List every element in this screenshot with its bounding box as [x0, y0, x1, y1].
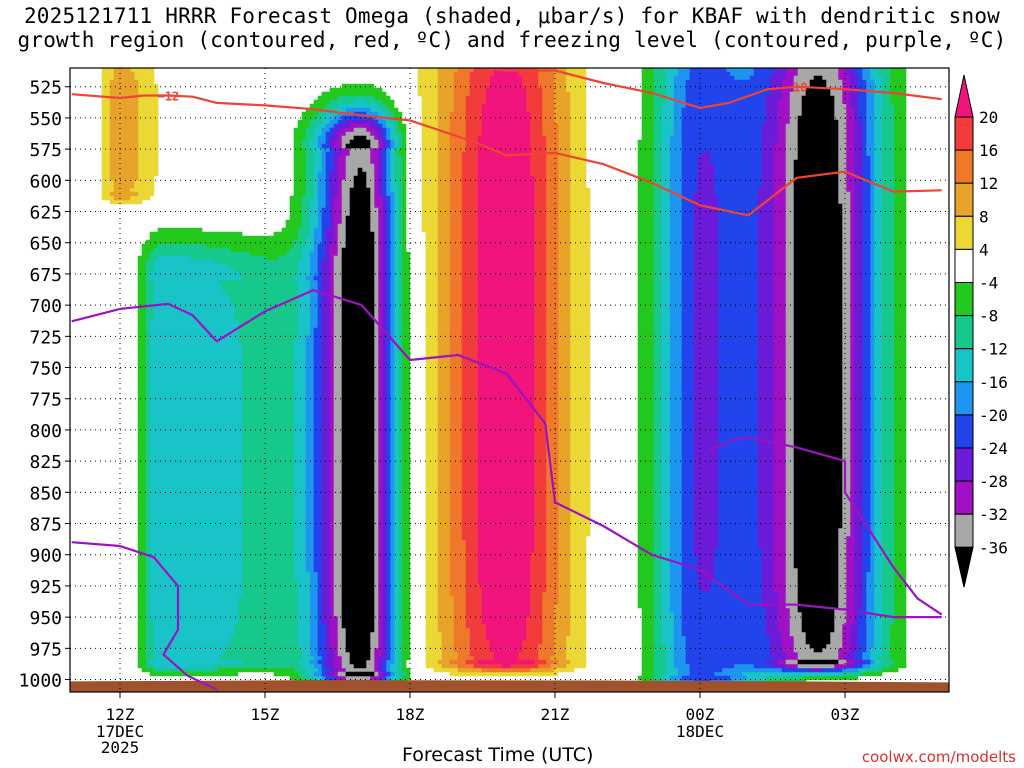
y-tick-label: 875 [29, 515, 62, 536]
colorbar-bin [954, 348, 974, 383]
x-tick-label: 12Z [106, 705, 135, 724]
y-tick-label: 750 [29, 359, 62, 380]
contour-label: −12 [157, 89, 179, 103]
colorbar-label: -4 [979, 274, 998, 293]
colorbar-label: 4 [979, 240, 989, 259]
colorbar-label: -28 [979, 472, 1008, 491]
colorbar-bin [954, 315, 974, 350]
gridlines [70, 68, 949, 692]
contour--12c-isotherm-dendritic-growth-top- [71, 93, 942, 217]
colorbar-bin [954, 248, 974, 283]
y-tick-label: 625 [29, 203, 62, 224]
colorbar-bin [954, 480, 974, 515]
credit-link[interactable]: coolwx.com/modelts [861, 748, 1016, 766]
omega-field [70, 68, 949, 692]
chart-title-line1: 2025121711 HRRR Forecast Omega (shaded, … [23, 4, 1001, 28]
y-tick-label: 725 [29, 327, 62, 348]
contour-freezing-level [71, 289, 942, 619]
omega-shade [341, 75, 843, 677]
y-tick-label: 975 [29, 639, 62, 660]
y-tick-label: 1000 [19, 671, 62, 692]
omega-shade [461, 68, 547, 669]
y-tick-label: 925 [29, 577, 62, 598]
x-tick-sublabel: 2025 [101, 738, 140, 757]
y-axis: 525 550 575 600 625 650 675 700 725 750 775 800 825 8… [19, 78, 70, 692]
colorbar-extend-bottom [954, 546, 974, 588]
chart-title-line2: growth region (contoured, red, ºC) and f… [17, 28, 1007, 52]
y-tick-label: 675 [29, 265, 62, 286]
x-axis-title: Forecast Time (UTC) [402, 744, 594, 766]
colorbar-bin [954, 182, 974, 217]
colorbar-bin [954, 116, 974, 151]
colorbar-bin [954, 282, 974, 317]
y-tick-label: 775 [29, 390, 62, 411]
colorbar-label: -16 [979, 373, 1008, 392]
colorbar-label: 8 [979, 207, 989, 226]
colorbar-bin [954, 381, 974, 416]
x-tick-label: 00Z [686, 705, 715, 724]
y-tick-label: 600 [29, 171, 62, 192]
contour-freezing-level-surface-branch- [71, 541, 218, 691]
colorbar-label: -36 [979, 538, 1008, 557]
colorbar-bin [954, 447, 974, 482]
colorbar-label: -8 [979, 307, 998, 326]
x-tick-label: 18Z [396, 705, 425, 724]
omega-shade [477, 68, 535, 669]
y-tick-label: 575 [29, 140, 62, 161]
plot-frame [69, 67, 950, 693]
y-tick-label: 850 [29, 483, 62, 504]
y-tick-label: 950 [29, 608, 62, 629]
y-tick-label: 825 [29, 452, 62, 473]
colorbar-label: -32 [979, 505, 1008, 524]
contour-label: −18 [786, 81, 808, 95]
contour-freezing-level-evening-branch- [709, 436, 943, 616]
y-tick-label: 525 [29, 78, 62, 99]
ground-surface [70, 680, 949, 692]
colorbar-bin [954, 149, 974, 184]
colorbar-bin [954, 513, 974, 548]
y-tick-label: 700 [29, 296, 62, 317]
x-tick-label: 03Z [831, 705, 860, 724]
y-tick-label: 650 [29, 234, 62, 255]
colorbar-label: -20 [979, 406, 1008, 425]
colorbar-label: -24 [979, 439, 1008, 458]
x-tick-label: 21Z [541, 705, 570, 724]
colorbar-label: 12 [979, 174, 998, 193]
colorbar-label: 20 [979, 108, 998, 127]
colorbar-label: 16 [979, 141, 998, 160]
colorbar: 20 16 12 8 4 -4 -8 -12 -16 -20 -24 -28 -32 -36 [954, 74, 1008, 588]
colorbar-label: -12 [979, 340, 1008, 359]
contour-lines: −12 −18 [71, 68, 943, 691]
y-tick-label: 800 [29, 421, 62, 442]
chart-title: 2025121711 HRRR Forecast Omega (shaded, … [0, 4, 1024, 52]
colorbar-bin [954, 414, 974, 449]
x-tick-sublabel: 17DEC [96, 722, 144, 741]
x-tick-sublabel: 18DEC [676, 722, 724, 741]
y-tick-label: 900 [29, 546, 62, 567]
y-tick-label: 550 [29, 109, 62, 130]
colorbar-bin [954, 215, 974, 250]
contour--18c-isotherm-dendritic-growth-bottom- [471, 68, 942, 109]
colorbar-extend-top [954, 74, 974, 118]
x-tick-label: 15Z [251, 705, 280, 724]
